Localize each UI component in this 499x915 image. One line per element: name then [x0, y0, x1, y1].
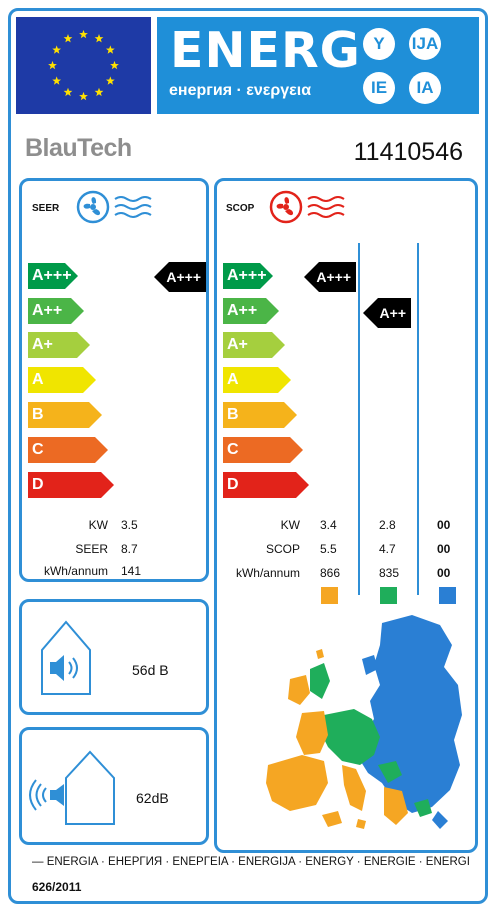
scop-scale-c: C — [223, 437, 303, 463]
scop-scale-d: D — [223, 472, 309, 498]
eu-star-icon — [63, 87, 73, 97]
eu-stars-icon — [48, 29, 119, 101]
seer-scale-b: B — [28, 402, 102, 428]
seer-row-label: KW — [88, 518, 108, 532]
zone-divider — [358, 243, 360, 595]
scop-scale-a++: A++ — [223, 298, 279, 324]
seer-row-label: SEER — [75, 542, 108, 556]
suffix-ija: IJA — [409, 28, 441, 60]
eu-star-icon — [110, 60, 119, 70]
suffix-ia: IA — [409, 72, 441, 104]
eu-star-icon — [52, 76, 62, 85]
brand-name: BlauTech — [25, 134, 132, 162]
outdoor-speaker-house-icon — [29, 750, 115, 825]
outdoor-noise-value: 62dB — [136, 790, 169, 806]
scop-scale-a+: A+ — [223, 332, 285, 358]
eu-star-icon — [94, 87, 104, 97]
scop-value: 4.7 — [379, 542, 396, 556]
scop-value: 00 — [437, 542, 451, 556]
seer-scale-a+: A+ — [28, 332, 90, 358]
scop-row-label: kWh/annum — [235, 566, 300, 580]
scop-value: 2.8 — [379, 518, 396, 532]
seer-row-value: 3.5 — [121, 518, 138, 532]
regulation-number: 626/2011 — [32, 880, 82, 894]
europe-climate-map-icon — [266, 615, 462, 829]
energy-banner: ENERG енергия · ενεργεια Y IJA IE IA — [157, 17, 479, 114]
scop-value: 5.5 — [320, 542, 337, 556]
suffix-ie: IE — [363, 72, 395, 104]
seer-scale-c: C — [28, 437, 108, 463]
zone-swatch-warmer — [380, 587, 397, 604]
energy-subtitle: енергия · ενεργεια — [169, 82, 312, 99]
eu-star-icon — [105, 45, 115, 54]
indoor-noise-value: 56d B — [132, 662, 169, 678]
scop-value: 00 — [437, 518, 451, 532]
seer-row-label: kWh/annum — [43, 564, 108, 578]
cooling-fan-icon — [76, 190, 152, 224]
indoor-speaker-house-icon — [41, 620, 91, 695]
scop-value: 3.4 — [320, 518, 337, 532]
footer-languages-text: ENERGIA · ЕНЕРГИЯ · ΕΝΕΡΓΕΙΑ · ENERGIJA … — [46, 856, 470, 868]
eu-flag — [16, 17, 151, 114]
zone-swatch-colder — [439, 587, 456, 604]
scop-scale-b: B — [223, 402, 297, 428]
seer-scale-a++: A++ — [28, 298, 84, 324]
scop-row-label: KW — [280, 518, 300, 532]
eu-star-icon — [79, 91, 88, 101]
seer-row-value: 8.7 — [121, 542, 138, 556]
eu-star-icon — [63, 34, 73, 43]
seer-label: SEER — [32, 203, 60, 214]
zone-divider — [417, 243, 419, 595]
scop-label: SCOP — [226, 203, 255, 214]
footer-languages: — ENERGIA · ЕНЕРГИЯ · ΕΝΕΡΓΕΙΑ · ENERGIJ… — [32, 856, 470, 868]
scop-value: 866 — [320, 566, 341, 580]
scop-value: 00 — [437, 566, 451, 580]
eu-star-icon — [79, 29, 88, 39]
eu-star-icon — [105, 76, 115, 85]
eu-star-icon — [52, 45, 62, 54]
seer-scale-a: A — [28, 367, 96, 393]
seer-scale-d: D — [28, 472, 114, 498]
model-number: 11410546 — [353, 138, 463, 166]
suffix-y: Y — [363, 28, 395, 60]
scop-row-label: SCOP — [265, 542, 300, 556]
indoor-noise-panel — [19, 599, 209, 715]
scop-value: 835 — [379, 566, 400, 580]
energy-title: ENERG — [170, 22, 361, 79]
zone-swatch-average — [321, 587, 338, 604]
eu-star-icon — [48, 60, 57, 70]
seer-row-value: 141 — [121, 564, 142, 578]
heating-fan-icon — [269, 190, 345, 224]
scop-scale-a: A — [223, 367, 291, 393]
eu-star-icon — [94, 34, 104, 43]
